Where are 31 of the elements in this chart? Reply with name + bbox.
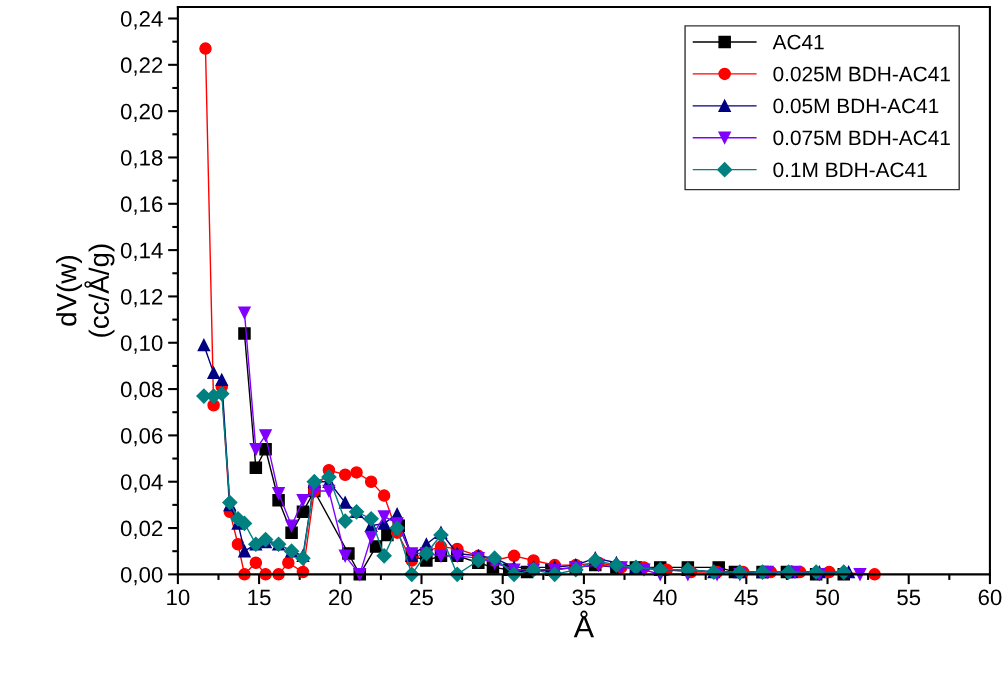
y-tick-label: 0,20 [120,103,163,123]
y-tick-label: 0,02 [120,520,163,539]
x-tick-label: 15 [248,589,271,606]
legend-label: 0.1M BDH-AC41 [773,162,927,178]
legend-label: 0.05M BDH-AC41 [773,98,939,114]
y-tick-label: 0,24 [120,11,163,30]
legend-label: 0.025M BDH-AC41 [773,66,950,82]
legend-label: 0.075M BDH-AC41 [773,130,950,146]
x-tick-label: 20 [329,589,352,606]
y-tick-label: 0,10 [120,335,163,354]
x-axis-title: Å [573,610,595,638]
x-tick-label: 10 [167,589,190,606]
y-tick-label: 0,06 [120,427,163,447]
x-tick-label: 50 [816,589,840,606]
x-tick-label: 45 [734,589,758,606]
y-tick-label: 0,12 [120,288,163,308]
y-tick-label: 0,14 [120,242,163,261]
x-tick-label: 35 [572,589,596,606]
y-tick-label: 0,00 [120,566,163,586]
y-tick-label: 0,04 [120,474,163,493]
y-axis-title: dV(w) (cc/Å/g) [56,244,115,337]
legend-label: AC41 [772,34,824,50]
y-tick-label: 0,18 [120,150,163,169]
x-tick-label: 30 [491,589,515,606]
x-tick-label: 25 [410,589,433,606]
y-tick-label: 0,16 [120,196,163,215]
x-tick-label: 60 [978,589,1002,606]
x-tick-label: 40 [653,589,677,606]
y-tick-label: 0,22 [120,57,163,76]
y-tick-label: 0,08 [120,381,163,400]
x-tick-label: 55 [897,589,921,606]
